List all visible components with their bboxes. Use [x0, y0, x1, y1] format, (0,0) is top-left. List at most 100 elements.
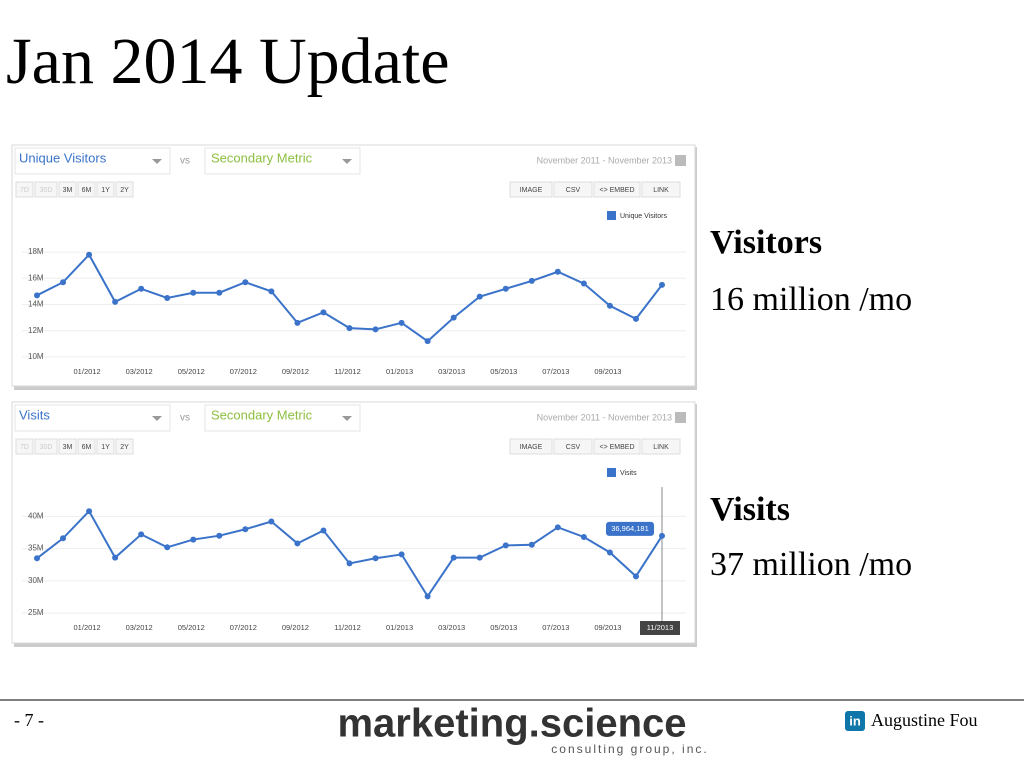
export-button — [553, 438, 593, 455]
note-text: 16 million /mo — [710, 281, 912, 318]
export-button-label: LINK — [653, 187, 669, 194]
export-button-label: LINK — [653, 444, 669, 451]
data-point — [268, 288, 275, 295]
vs-label: vs — [180, 156, 190, 167]
data-point — [502, 285, 509, 292]
data-point — [320, 309, 327, 316]
y-tick-label: 18M — [28, 247, 44, 256]
data-point — [34, 292, 40, 299]
legend-swatch — [607, 468, 616, 477]
export-button — [641, 438, 681, 455]
note-heading: Visitors — [710, 224, 822, 261]
tooltip-box — [606, 521, 654, 536]
linkedin-icon — [845, 711, 865, 731]
dropdown-arrow — [152, 159, 162, 164]
range-button — [77, 438, 96, 455]
range-button — [96, 438, 115, 455]
data-point — [580, 280, 587, 287]
data-point — [164, 544, 171, 551]
data-point — [346, 560, 353, 567]
range-button — [96, 181, 115, 198]
x-tick-label: 05/2012 — [178, 623, 205, 632]
dropdown-arrow — [342, 416, 352, 421]
y-tick-label: 16M — [28, 273, 44, 282]
y-tick-label: 25M — [28, 608, 44, 617]
data-point — [554, 524, 561, 531]
x-tick-label: 03/2013 — [438, 367, 465, 376]
date-range: November 2011 - November 2013 — [537, 412, 672, 422]
icon-label: in — [849, 713, 861, 728]
author: Augustine Fou — [871, 710, 978, 730]
range-button-label: 2Y — [120, 187, 129, 194]
secondary-metric: Secondary Metric — [211, 407, 313, 422]
data-point — [528, 541, 535, 548]
data-point — [554, 268, 561, 275]
data-point — [112, 554, 119, 561]
data-point — [476, 293, 483, 300]
data-point — [450, 554, 457, 561]
vs-label: vs — [180, 413, 190, 424]
slide-title: Jan 2014 Update — [6, 25, 450, 98]
export-button — [553, 181, 593, 198]
export-button-label: IMAGE — [520, 187, 543, 194]
data-point — [632, 315, 639, 322]
range-button — [58, 181, 77, 198]
data-point — [424, 593, 431, 600]
data-point — [372, 326, 379, 333]
data-point — [294, 540, 301, 547]
panel — [11, 144, 696, 387]
x-tick-label: 07/2012 — [230, 623, 257, 632]
data-point — [476, 554, 483, 561]
export-button — [641, 181, 681, 198]
export-button — [509, 438, 553, 455]
secondary-select — [204, 147, 361, 175]
dropdown-arrow — [152, 416, 162, 421]
data-point — [606, 302, 613, 309]
x-tick-label: 11/2013 — [647, 623, 674, 632]
range-button-label: 30D — [40, 187, 53, 194]
panel — [11, 401, 696, 644]
metric-name: Visits — [19, 407, 50, 422]
export-button-label: CSV — [566, 187, 581, 194]
x-tick-label: 03/2013 — [438, 623, 465, 632]
range-button-label: 1Y — [101, 444, 110, 451]
date-range: November 2011 - November 2013 — [537, 155, 672, 165]
range-button — [58, 438, 77, 455]
y-tick-label: 35M — [28, 544, 44, 553]
data-point — [659, 532, 665, 539]
data-point — [346, 325, 353, 332]
brand-sub: consulting group, inc. — [551, 742, 708, 756]
data-point — [450, 314, 457, 321]
x-tick-label: 01/2013 — [386, 623, 413, 632]
data-point — [242, 526, 249, 533]
data-point — [320, 527, 327, 534]
y-tick-label: 30M — [28, 576, 44, 585]
export-button-label: <> EMBED — [599, 444, 634, 451]
data-point — [398, 551, 405, 558]
x-tick-label: 09/2012 — [282, 623, 309, 632]
x-tick-label: 05/2012 — [178, 367, 205, 376]
data-point — [502, 542, 509, 549]
data-point — [112, 298, 119, 305]
range-button-label: 6M — [82, 187, 92, 194]
range-button-label: 1Y — [101, 187, 110, 194]
x-tick-label: 01/2012 — [74, 367, 101, 376]
data-point — [60, 535, 67, 542]
range-button — [34, 181, 58, 198]
data-point — [268, 518, 275, 525]
range-button-label: 2Y — [120, 444, 129, 451]
export-button — [593, 438, 641, 455]
data-point — [60, 279, 67, 286]
data-point — [86, 508, 93, 515]
data-point — [216, 289, 223, 296]
data-point — [294, 319, 301, 326]
x-tick-label: 05/2013 — [490, 367, 517, 376]
secondary-select — [204, 404, 361, 432]
data-point — [138, 531, 145, 538]
x-tick-label: 09/2013 — [594, 623, 621, 632]
x-tick-label: 11/2012 — [334, 623, 361, 632]
legend-swatch — [607, 211, 616, 220]
data-point — [216, 532, 223, 539]
data-point — [372, 555, 379, 562]
range-button — [34, 438, 58, 455]
